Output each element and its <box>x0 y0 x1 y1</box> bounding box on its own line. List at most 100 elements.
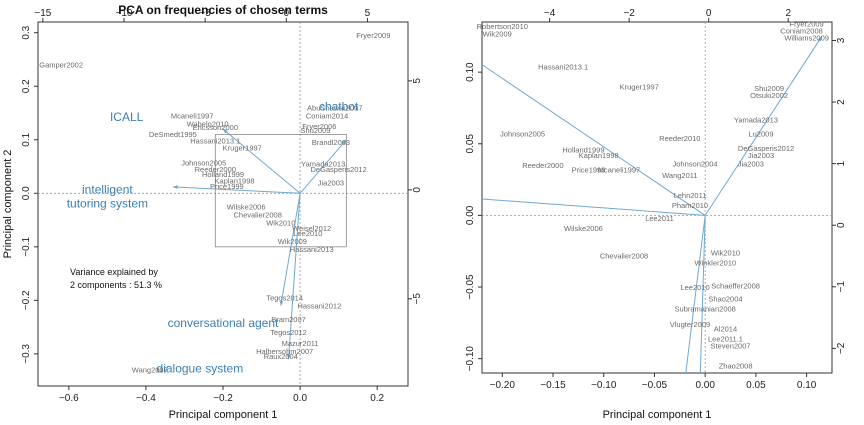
loading-label-line: tutoring system <box>67 196 148 210</box>
x-tick-label: −0.2 <box>213 393 233 404</box>
point-label: DeGasperis2012 <box>738 144 794 153</box>
point-label: Fryer2009 <box>790 19 824 28</box>
y-tick-label: −0.10 <box>465 346 476 372</box>
x-tick-label: 0.0 <box>293 393 307 404</box>
loading-arrow <box>172 186 301 194</box>
point-label: Weisel2012 <box>292 224 331 233</box>
loading-arrowhead <box>341 139 347 145</box>
point-label: Mcaneli1997 <box>171 111 214 120</box>
x-axis-label-left: Principal component 1 <box>169 409 278 421</box>
point-label: Otsuki2002 <box>750 91 788 100</box>
point-label: Kaplan1998 <box>579 151 619 160</box>
x-tick-label: 0.10 <box>797 380 817 391</box>
point-label: Pham2010 <box>672 201 708 210</box>
loading-arrow <box>482 64 706 216</box>
right-tick-label: −5 <box>412 293 423 305</box>
x-tick-label: −0.15 <box>540 380 566 391</box>
right-tick-label: −2 <box>836 342 847 354</box>
point-label: Kruger1997 <box>223 143 262 152</box>
top-tick-label: 0 <box>284 8 290 19</box>
point-label: Raux2004 <box>264 352 298 361</box>
point-label: Hassani2013.1 <box>190 137 240 146</box>
point-label: Mazur2011 <box>282 339 319 348</box>
x-tick-label: 0.2 <box>370 393 384 404</box>
point-label: Tegos2012 <box>270 328 307 337</box>
point-label: Schaeffer2008 <box>711 281 760 290</box>
loading-arrow <box>704 36 823 216</box>
point-label: Coniam2014 <box>306 111 349 120</box>
top-tick-label: 2 <box>785 8 791 19</box>
point-label: Hassani2013.1 <box>538 62 588 71</box>
top-tick-label: −10 <box>116 8 133 19</box>
x-tick-label: 0.05 <box>746 380 766 391</box>
point-label: Robertson2010 <box>477 22 528 31</box>
loading-arrow <box>685 215 706 373</box>
y-tick-label: −0.2 <box>21 290 32 310</box>
point-label: Shu2009 <box>754 84 784 93</box>
right-tick-label: 1 <box>836 160 847 166</box>
y-tick-label: 0.2 <box>21 79 32 93</box>
point-label: Wang2007 <box>132 366 168 375</box>
loading-label: dialogue system <box>157 362 244 376</box>
y-tick-label: 0.1 <box>21 132 32 146</box>
y-tick-label: 0.0 <box>21 186 32 200</box>
loading-label: conversational agent <box>168 316 279 330</box>
point-label: Vlugter2009 <box>670 320 710 329</box>
point-label: Fryer2006 <box>302 122 336 131</box>
loading-label-line: chatbot <box>319 99 359 113</box>
point-label: Jia2003 <box>748 151 774 160</box>
loading-arrowhead <box>817 36 822 42</box>
y-tick-label: −0.1 <box>21 237 32 257</box>
point-label: Al2014 <box>714 324 737 333</box>
point-label: Johnson2005 <box>500 130 545 139</box>
loading-arrow <box>288 193 301 360</box>
loading-label-line: conversational agent <box>168 316 279 330</box>
y-axis-label-left: Principal component 2 <box>2 150 14 259</box>
loading-arrowhead <box>172 185 178 190</box>
variance-note-line2: 2 components : 51.3 % <box>70 280 162 290</box>
zoom-region-box <box>214 134 347 248</box>
point-label: Lee2011.1 <box>708 334 743 343</box>
point-label: Mcaneli1997 <box>598 165 641 174</box>
point-label: Halbersohm2007 <box>256 347 313 356</box>
point-label: Ericsson2000 <box>193 123 238 132</box>
loading-arrow <box>280 193 301 306</box>
point-label: Lehn2011 <box>674 191 707 200</box>
point-label: Wik2009 <box>278 237 307 246</box>
point-label: Gamper2002 <box>39 61 83 70</box>
top-tick-label: −4 <box>544 8 556 19</box>
point-label: Chevalier2008 <box>234 210 282 219</box>
pca-panel-right: Principal component 1 Robertson2010Wik20… <box>465 8 847 421</box>
variance-note-line1: Variance explained by <box>70 267 158 277</box>
point-label: Steven2007 <box>711 342 751 351</box>
point-label: Holland1999 <box>202 170 244 179</box>
right-tick-label: 2 <box>836 99 847 105</box>
point-label: Reeder2000 <box>522 161 563 170</box>
point-label: Wang2011 <box>662 171 697 180</box>
x-tick-label: −0.4 <box>136 393 156 404</box>
loading-arrow <box>482 198 706 216</box>
right-tick-label: −1 <box>836 281 847 293</box>
loading-arrowhead <box>472 197 477 201</box>
point-label: Lee2010 <box>293 229 322 238</box>
point-label: Reeder2010 <box>659 134 700 143</box>
point-label: AbuShawar2007 <box>307 103 362 112</box>
point-label: Jia2003 <box>738 160 764 169</box>
point-label: Wik2010 <box>711 249 740 258</box>
point-label: Bram2007 <box>271 315 306 324</box>
point-label: Wilske2006 <box>564 224 603 233</box>
top-tick-label: 0 <box>706 8 712 19</box>
point-label: Coniam2008 <box>780 26 823 35</box>
point-label: Johnson2005 <box>181 158 226 167</box>
y-tick-label: 0.10 <box>465 62 476 82</box>
point-label: Kaplan1998 <box>215 177 255 186</box>
plot-frame-right <box>481 21 833 374</box>
y-tick-label: −0.05 <box>465 274 476 300</box>
y-tick-label: −0.3 <box>21 344 32 364</box>
top-tick-label: 5 <box>365 8 371 19</box>
point-label: Wilske2006 <box>227 202 266 211</box>
point-label: Price1999 <box>572 165 606 174</box>
point-label: Wik2009 <box>483 29 512 38</box>
y-tick-label: 0.05 <box>465 134 476 154</box>
